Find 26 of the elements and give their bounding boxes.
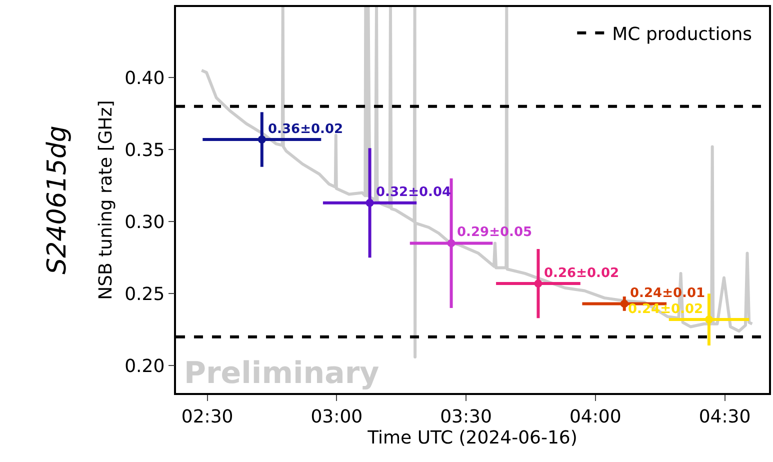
y-tick-label: 0.40 [124, 68, 165, 89]
x-tick-label: 04:30 [698, 406, 751, 428]
data-label: 0.24±0.01 [630, 286, 706, 301]
point [620, 300, 628, 308]
y-tick-label: 0.20 [124, 356, 165, 377]
point [534, 280, 542, 288]
y-tick-label: 0.35 [124, 140, 165, 161]
x-tick-label: 04:00 [569, 406, 622, 428]
x-tick-label: 02:30 [181, 406, 234, 428]
point [704, 316, 713, 324]
y-axis-title: NSB tuning rate [GHz] [95, 100, 116, 300]
data-label: 0.36±0.02 [268, 122, 344, 137]
point [258, 136, 266, 144]
x-tick-label: 03:00 [310, 406, 363, 428]
text: S240615dg [42, 126, 72, 274]
data-label: 0.26±0.02 [544, 266, 620, 281]
point [366, 198, 374, 207]
data-label: 0.24±0.02 [628, 302, 704, 317]
y-tick-label: 0.25 [124, 284, 165, 305]
legend-label: MC productions [612, 24, 752, 45]
x-tick-label: 03:30 [440, 406, 492, 428]
data-label: 0.29±0.05 [457, 225, 532, 240]
line-series [200, 7, 754, 358]
x-axis-title: Time UTC (2024-06-16) [366, 427, 578, 448]
point [447, 239, 456, 248]
y-tick-label: 0.30 [124, 212, 165, 233]
